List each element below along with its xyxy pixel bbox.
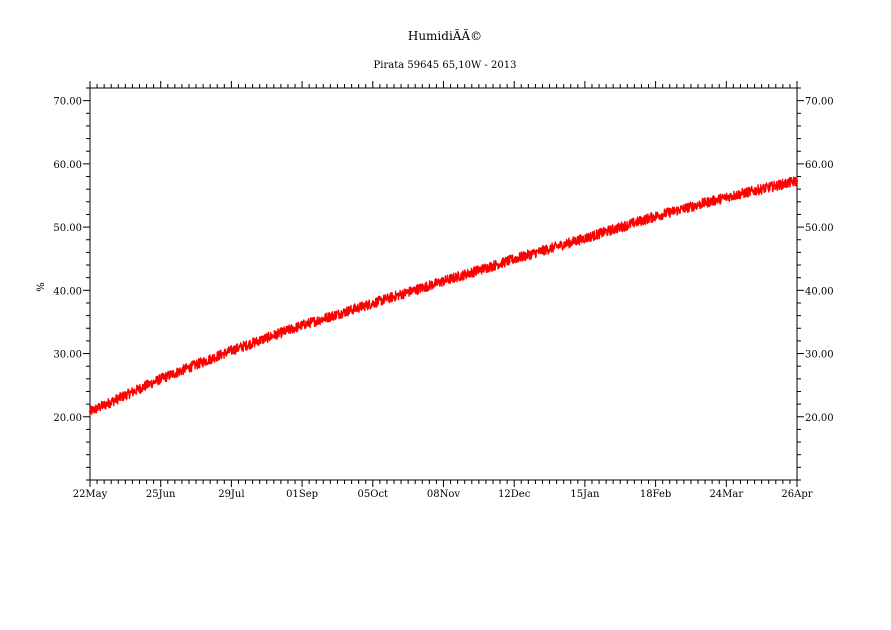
y-tick-label-left: 30.00: [53, 350, 82, 361]
x-tick-label: 18Feb: [640, 489, 671, 500]
data-point: [726, 195, 730, 198]
data-point: [230, 349, 234, 352]
y-tick-label-right: 30.00: [805, 350, 834, 361]
x-tick-label: 08Nov: [427, 489, 460, 500]
x-tick-label: 25Jun: [146, 489, 176, 500]
x-tick-label: 26Apr: [781, 489, 812, 500]
y-tick-label-right: 50.00: [805, 223, 834, 234]
x-tick-label: 12Dec: [498, 489, 531, 500]
y-tick-label-left: 50.00: [53, 223, 82, 234]
y-axis-label: %: [36, 282, 47, 292]
x-tick-label: 01Sep: [286, 489, 318, 500]
x-tick-label: 22May: [73, 489, 108, 500]
x-tick-label: 15Jan: [570, 489, 600, 500]
data-point: [795, 179, 799, 183]
y-tick-label-left: 70.00: [53, 97, 82, 108]
data-point: [301, 323, 304, 327]
chart-title: HumidiÃÃ©: [408, 28, 482, 43]
x-tick-label: 05Oct: [358, 489, 389, 500]
y-tick-label-left: 20.00: [53, 413, 82, 424]
series-line-0: [89, 176, 798, 415]
y-tick-label-right: 60.00: [805, 160, 834, 171]
data-point: [443, 279, 446, 283]
y-tick-label-right: 40.00: [805, 286, 834, 297]
y-tick-label-left: 40.00: [53, 286, 82, 297]
y-tick-labels-right: 20.00 30.00 40.00 50.00 60.00 70.00: [805, 97, 834, 424]
axis-ticks: [83, 81, 804, 487]
x-tick-label: 24Mar: [709, 489, 743, 500]
data-point: [656, 214, 659, 217]
data-point: [88, 410, 92, 413]
data-point: [514, 257, 517, 260]
y-tick-label-right: 70.00: [805, 97, 834, 108]
data-point: [159, 377, 163, 381]
series-layer: [88, 176, 799, 415]
x-tick-label: 29Jul: [218, 489, 244, 500]
data-point: [585, 236, 588, 240]
data-point: [372, 301, 375, 305]
x-tick-labels: 22May 25Jun 29Jul 01Sep 05Oct 08Nov 12Dec 15Jan…: [73, 489, 813, 500]
y-tick-labels-left: 20.00 30.00 40.00 50.00 60.00 70.00: [53, 97, 82, 424]
chart-subtitle: Pirata 59645 65,10W - 2013: [374, 60, 517, 71]
y-tick-label-left: 60.00: [53, 160, 82, 171]
y-tick-label-right: 20.00: [805, 413, 834, 424]
